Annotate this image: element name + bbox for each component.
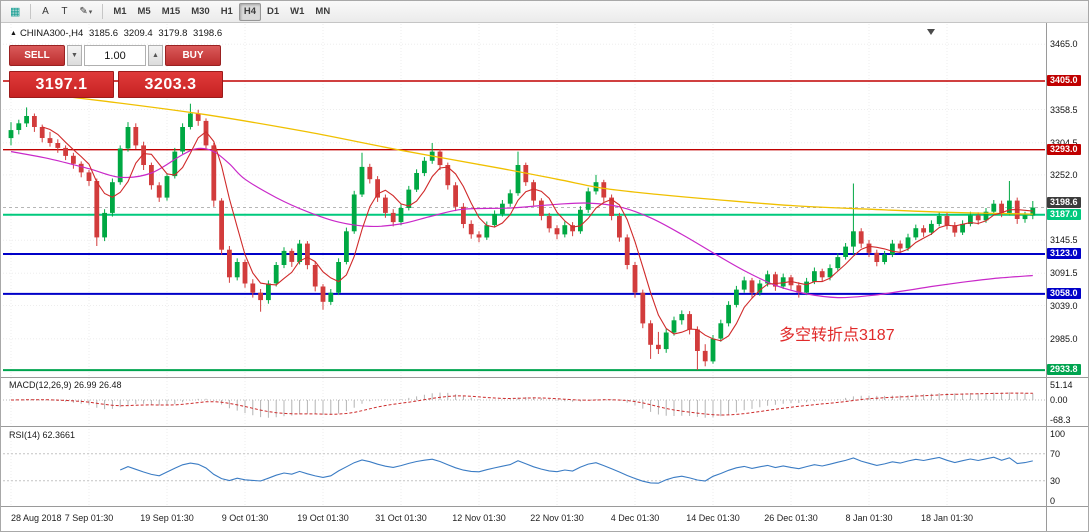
letter-t-icon: T bbox=[61, 6, 68, 17]
toolbar-separator bbox=[102, 4, 104, 19]
macd-axis-label: 51.14 bbox=[1050, 380, 1073, 390]
bar-high: 3209.4 bbox=[123, 28, 153, 39]
date-axis-label: 7 Sep 01:30 bbox=[64, 513, 114, 523]
bar-open: 3185.6 bbox=[88, 28, 118, 39]
bar-low: 3179.8 bbox=[158, 28, 188, 39]
one-click-trading-panel: SELL ▼ ▲ BUY 3197.1 3203.3 bbox=[9, 45, 223, 98]
toolbar: ▦ A T ✎ ▾ M1 M5 M15 M30 H1 H4 D1 W1 MN bbox=[1, 1, 1088, 23]
chart-shift-marker-icon[interactable] bbox=[927, 29, 935, 35]
symbol-period: CHINA300-,H4 bbox=[19, 28, 84, 39]
date-axis-label: 4 Dec 01:30 bbox=[610, 513, 660, 523]
chevron-down-icon: ▾ bbox=[88, 8, 93, 16]
chart-ohlc-header: ▲ CHINA300-,H4 3185.6 3209.4 3179.8 3198.… bbox=[10, 28, 225, 39]
ma-fast-line bbox=[42, 126, 1033, 342]
date-axis-label: 19 Oct 01:30 bbox=[297, 513, 349, 523]
price-axis-label: 3091.5 bbox=[1050, 268, 1078, 279]
date-axis-label: 19 Sep 01:30 bbox=[140, 513, 194, 523]
rsi-axis-label: 70 bbox=[1050, 448, 1061, 459]
price-axis-label: 3304.5 bbox=[1050, 137, 1078, 148]
rsi-line bbox=[119, 456, 1033, 484]
price-level-badge: 3405.0 bbox=[1047, 75, 1081, 86]
date-axis-label: 8 Jan 01:30 bbox=[845, 513, 893, 523]
price-level-badge: 2933.8 bbox=[1047, 364, 1081, 376]
bar-close: 3198.6 bbox=[193, 28, 223, 39]
date-axis-label: 9 Oct 01:30 bbox=[221, 513, 269, 523]
timeframe-button-h4[interactable]: H4 bbox=[238, 2, 261, 21]
timeframe-button-h1[interactable]: H1 bbox=[216, 3, 238, 21]
rsi-axis-label: 30 bbox=[1050, 475, 1061, 486]
price-axis-label: 2985.0 bbox=[1050, 333, 1078, 344]
date-axis-label: 28 Aug 2018 bbox=[11, 513, 62, 523]
timeframe-button-m30[interactable]: M30 bbox=[186, 3, 214, 21]
date-axis-label: 14 Dec 01:30 bbox=[686, 513, 740, 523]
macd-signal-line bbox=[10, 392, 1033, 416]
current-price-badge: 3198.6 bbox=[1047, 196, 1081, 208]
price-level-badge: 3123.0 bbox=[1047, 248, 1081, 259]
date-axis-label: 12 Nov 01:30 bbox=[452, 513, 506, 523]
letter-a-icon: A bbox=[42, 6, 49, 17]
rsi-axis-label: 100 bbox=[1050, 428, 1066, 439]
timeframe-button-m15[interactable]: M15 bbox=[157, 3, 185, 21]
rsi-label: RSI(14) 62.3661 bbox=[9, 430, 76, 440]
date-axis-label: 31 Oct 01:30 bbox=[375, 513, 427, 523]
buy-button[interactable]: BUY bbox=[165, 45, 221, 66]
text-label-button[interactable]: T bbox=[55, 3, 73, 21]
timeframe-button-m1[interactable]: M1 bbox=[108, 3, 131, 21]
macd-axis-label: 0.00 bbox=[1050, 395, 1068, 405]
symbol-marker-icon: ▲ bbox=[10, 30, 17, 37]
timeframe-button-mn[interactable]: MN bbox=[310, 3, 335, 21]
macd-axis-label: -68.3 bbox=[1050, 415, 1071, 425]
price-level-badge: 3187.0 bbox=[1047, 208, 1081, 220]
price-axis-label: 3145.5 bbox=[1050, 235, 1078, 246]
insert-text-button[interactable]: A bbox=[36, 3, 54, 21]
price-level-badge: 3293.0 bbox=[1047, 143, 1081, 155]
candlestick-chart-icon: ▦ bbox=[10, 6, 21, 18]
price-axis-label: 3358.5 bbox=[1050, 104, 1078, 115]
chart-window-icon[interactable]: ▦ bbox=[5, 3, 25, 21]
volume-decrease-button[interactable]: ▼ bbox=[67, 45, 82, 66]
chart-text-annotation: 多空转折点3187 bbox=[779, 327, 895, 344]
pencil-icon: ✎ bbox=[79, 6, 88, 17]
sell-button[interactable]: SELL bbox=[9, 45, 65, 66]
date-axis-label: 18 Jan 01:30 bbox=[920, 513, 974, 523]
toolbar-separator bbox=[30, 4, 32, 19]
buy-price-display[interactable]: 3203.3 bbox=[118, 71, 223, 98]
price-axis-label: 3039.0 bbox=[1050, 300, 1078, 311]
macd-histogram bbox=[18, 392, 1034, 418]
price-axis-label: 3465.0 bbox=[1050, 39, 1078, 50]
volume-increase-button[interactable]: ▲ bbox=[148, 45, 163, 66]
price-level-badge: 3058.0 bbox=[1047, 287, 1081, 299]
date-axis-label: 26 Dec 01:30 bbox=[764, 513, 818, 523]
macd-label: MACD(12,26,9) 26.99 26.48 bbox=[9, 380, 122, 390]
timeframe-button-d1[interactable]: D1 bbox=[262, 3, 284, 21]
draw-tool-button[interactable]: ✎ ▾ bbox=[74, 3, 97, 21]
price-axis-label: 3252.0 bbox=[1050, 169, 1078, 180]
timeframe-button-w1[interactable]: W1 bbox=[285, 3, 309, 21]
ma-slow-line bbox=[10, 89, 1033, 215]
rsi-axis-label: 0 bbox=[1050, 496, 1056, 506]
date-axis-label: 22 Nov 01:30 bbox=[530, 513, 584, 523]
sell-price-display[interactable]: 3197.1 bbox=[9, 71, 114, 98]
volume-input[interactable] bbox=[84, 45, 146, 66]
timeframe-button-m5[interactable]: M5 bbox=[133, 3, 156, 21]
